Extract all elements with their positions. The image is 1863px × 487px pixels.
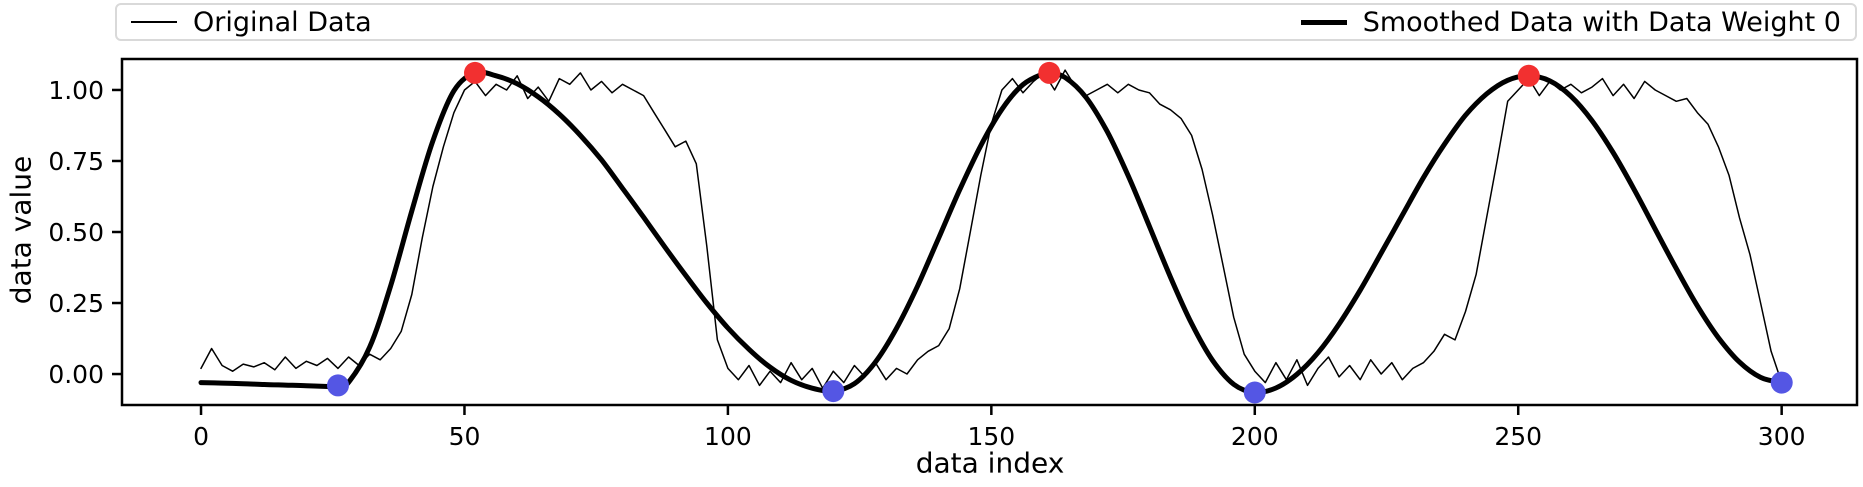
y-tick-label: 0.75: [48, 147, 104, 176]
smoothed-maxima-marker: [1517, 64, 1540, 87]
x-tick-label: 150: [967, 422, 1015, 451]
y-tick-label: 1.00: [48, 76, 104, 105]
original-data-line: [200, 69, 1783, 389]
smoothed-data-line-sample: [1300, 19, 1347, 25]
smoothed-minima-marker: [1243, 381, 1266, 404]
smoothed-maxima-marker: [464, 61, 486, 84]
smoothed-minima-marker: [1770, 371, 1793, 394]
legend-label-original-data: Original Data: [193, 6, 372, 38]
smoothed-minima-marker: [822, 380, 845, 403]
legend-label-smoothed-data: Smoothed Data with Data Weight 0: [1362, 6, 1841, 38]
x-axis-label: data index: [915, 446, 1065, 480]
y-tick-label: 0.00: [48, 360, 104, 389]
legend-item-original-data: Original Data: [131, 9, 372, 36]
x-tick-label: 50: [449, 422, 481, 451]
x-tick-label: 100: [704, 422, 752, 451]
y-axis-label: data value: [4, 155, 38, 305]
x-tick-label: 300: [1758, 422, 1806, 451]
x-tick-label: 200: [1231, 422, 1279, 451]
smoothed-maxima-marker: [1038, 61, 1061, 84]
legend-item-smoothed-data: Smoothed Data with Data Weight 0: [1300, 6, 1841, 38]
smoothed-minima-marker: [327, 374, 349, 397]
original-data-line-sample: [131, 21, 177, 23]
legend: Original Data Smoothed Data with Data We…: [115, 3, 1857, 41]
x-tick-label: 0: [193, 422, 209, 451]
y-tick-label: 0.25: [48, 289, 104, 318]
plot-spines: [120, 57, 1859, 407]
x-tick-label: 250: [1494, 422, 1542, 451]
smoothed-data-line: [198, 69, 1785, 396]
y-tick-label: 0.50: [48, 218, 104, 247]
